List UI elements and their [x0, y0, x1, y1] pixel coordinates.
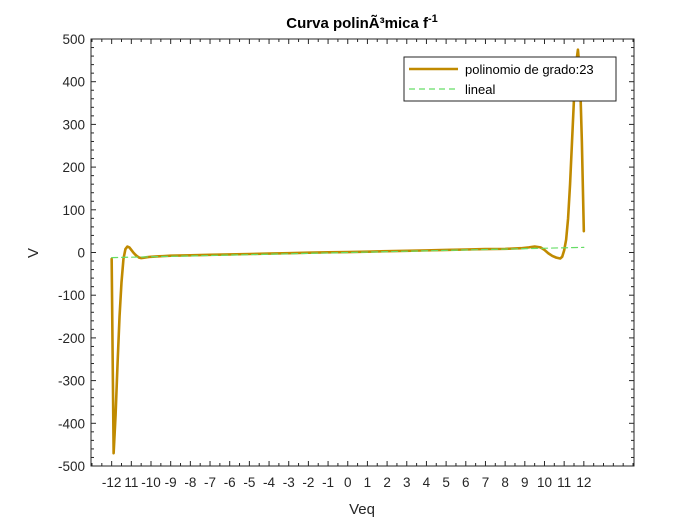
x-tick-label: 11	[557, 475, 571, 490]
x-tick-label: -8	[184, 475, 196, 490]
x-tick-label: -7	[204, 475, 216, 490]
x-tick-label: -4	[263, 475, 275, 490]
y-tick-label: 500	[62, 32, 85, 47]
x-tick-label: -9	[165, 475, 177, 490]
legend-box	[403, 56, 617, 102]
series-layer	[110, 48, 586, 455]
series-line-polinomio	[110, 48, 586, 455]
x-tick-label: 10	[537, 475, 552, 490]
y-tick-label: 400	[62, 75, 85, 90]
y-tick-label: -100	[58, 288, 85, 303]
y-tick-label: 100	[62, 203, 85, 218]
x-axis-label: Veq	[349, 501, 375, 518]
legend: polinomio de grado:23 lineal	[403, 56, 617, 102]
x-tick-label: 5	[442, 475, 450, 490]
x-tick-label: -5	[243, 475, 255, 490]
x-tick-label: 8	[501, 475, 509, 490]
x-tick-label: -12	[102, 475, 122, 490]
y-tick-label: 300	[62, 117, 85, 132]
x-tick-label: -2	[302, 475, 314, 490]
y-tick-label: -400	[58, 416, 85, 431]
x-tick-label: 3	[403, 475, 411, 490]
y-tick-label: -500	[58, 459, 85, 474]
x-tick-label: -10	[141, 475, 161, 490]
y-axis-label: V	[25, 248, 42, 258]
chart-title: Curva polinÃ³mica f-1	[286, 13, 437, 32]
chart-title-superscript: -1	[428, 13, 438, 25]
series-line-lineal	[111, 246, 585, 259]
x-tick-label: 4	[423, 475, 431, 490]
x-tick-label: 6	[462, 475, 470, 490]
x-tick-label: 2	[383, 475, 391, 490]
x-tick-label: 7	[482, 475, 490, 490]
legend-label-polinomio: polinomio de grado:23	[465, 62, 594, 77]
y-tick-label: -300	[58, 374, 85, 389]
x-tick-label: 9	[521, 475, 529, 490]
x-tick-label: 1	[364, 475, 372, 490]
legend-label-lineal: lineal	[465, 82, 495, 97]
x-tick-label: -3	[283, 475, 295, 490]
y-tick-label: 0	[77, 246, 85, 261]
y-tick-label: -200	[58, 331, 85, 346]
x-tick-label: 12	[576, 475, 591, 490]
x-tick-label: -6	[224, 475, 236, 490]
y-tick-label: 200	[62, 160, 85, 175]
x-tick-label: -1	[322, 475, 334, 490]
x-tick-label: 11	[124, 475, 138, 490]
x-tick-label: 0	[344, 475, 352, 490]
